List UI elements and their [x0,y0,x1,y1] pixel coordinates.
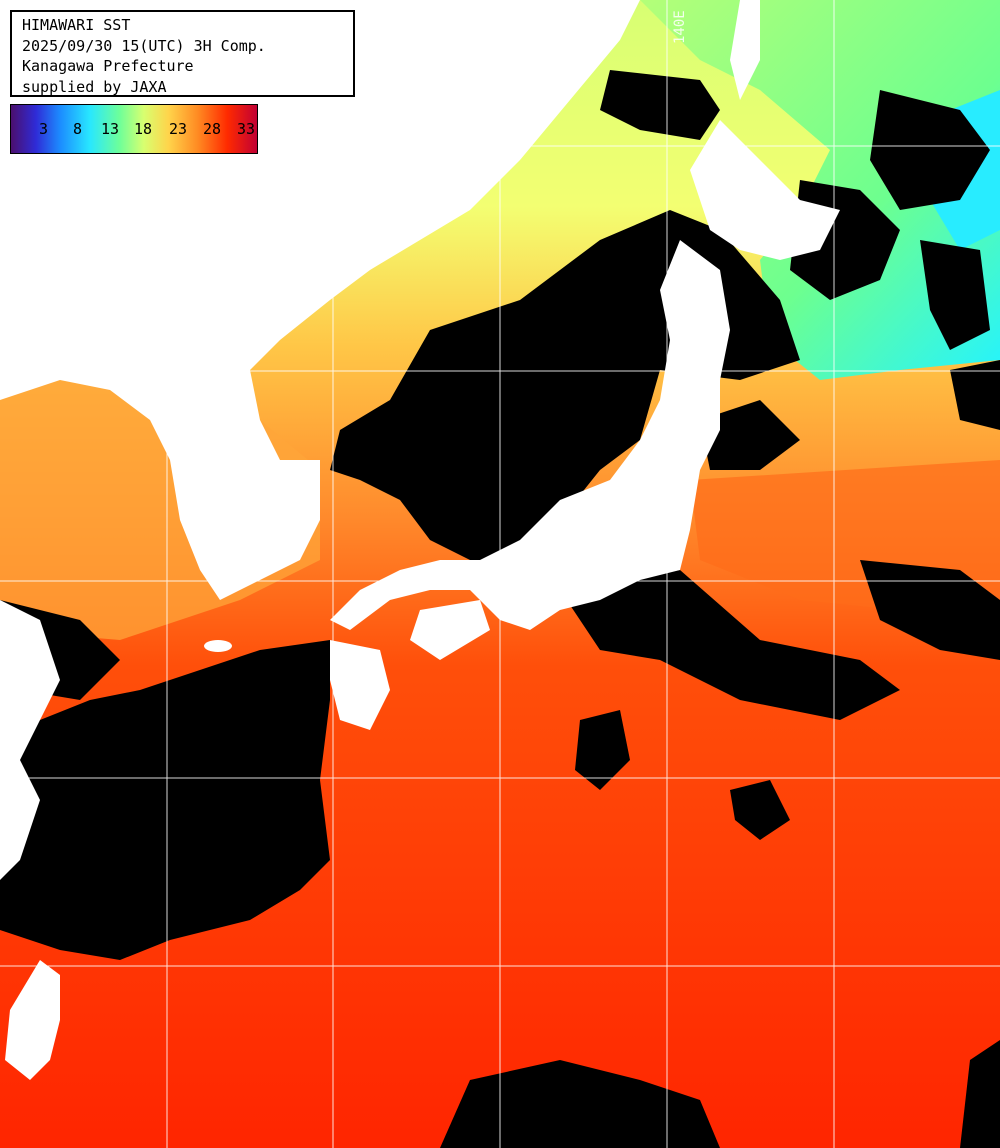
temperature-color-scale: 3 8 13 18 23 28 33 [10,104,258,154]
scale-tick: 13 [101,120,120,138]
land-china-coast [0,600,60,880]
scale-tick: 28 [203,120,222,138]
land-taiwan [5,960,60,1080]
land-jeju [204,640,232,652]
map-info-box: HIMAWARI SST 2025/09/30 15(UTC) 3H Comp.… [10,10,355,97]
scale-tick: 33 [237,120,256,138]
scale-tick: 3 [39,120,49,138]
scale-tick: 18 [134,120,153,138]
region-name: Kanagawa Prefecture [22,57,194,75]
observation-time: 2025/09/30 15(UTC) 3H Comp. [22,36,266,55]
land-kyushu [330,640,390,730]
land-shikoku [410,600,490,660]
land-sakhalin [730,0,760,100]
data-credit: supplied by JAXA [22,77,167,96]
scale-tick: 8 [73,120,83,138]
scale-tick: 23 [169,120,188,138]
land-hokkaido [690,120,840,260]
lat-label-30n: 30N [14,352,40,368]
land-honshu [330,240,730,630]
product-title: HIMAWARI SST [22,16,131,34]
lon-label-140e: 140E [672,10,688,44]
